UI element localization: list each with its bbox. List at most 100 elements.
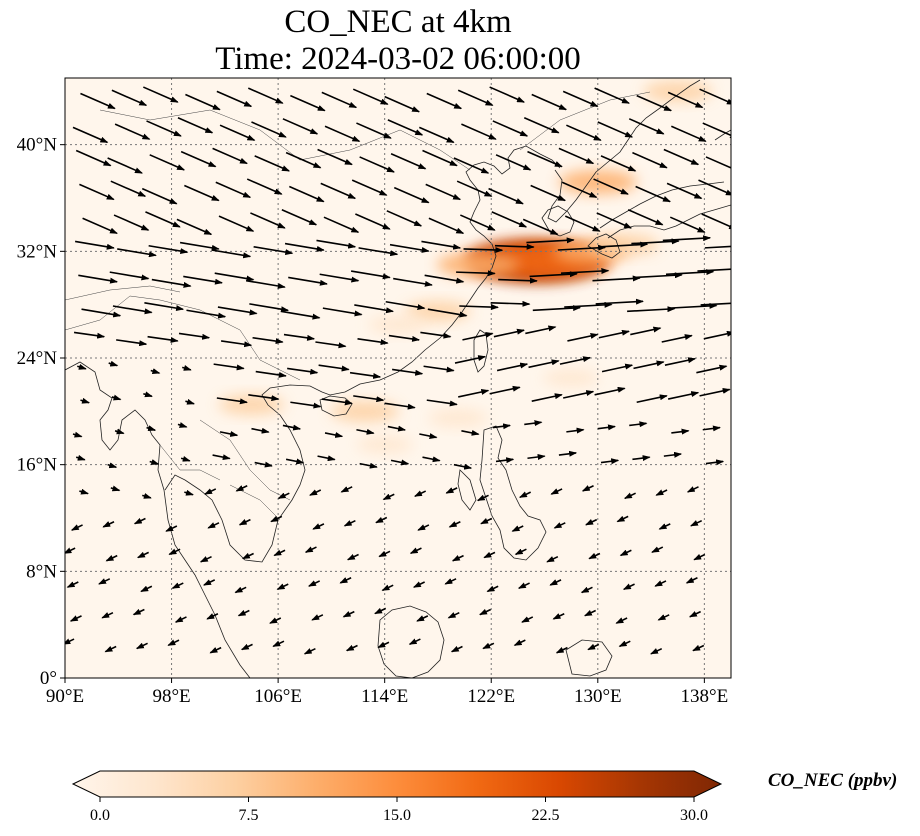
- wind-arrow: [74, 240, 115, 250]
- lat-tick-label: 0°: [40, 668, 57, 689]
- wind-arrow: [70, 524, 83, 531]
- wind-arrow: [564, 301, 613, 308]
- wind-arrow: [212, 147, 248, 165]
- wind-arrow: [73, 331, 106, 339]
- wind-arrow: [703, 330, 731, 340]
- wind-arrow: [669, 216, 706, 233]
- wind-arrow: [147, 335, 179, 343]
- wind-arrow: [276, 583, 289, 591]
- wind-arrow: [564, 215, 601, 232]
- wind-arrow: [359, 156, 395, 173]
- wind-arrow: [491, 211, 528, 228]
- wind-arrow: [663, 148, 700, 166]
- wind-arrow: [108, 360, 119, 367]
- lon-tick-label: 122°E: [467, 686, 515, 707]
- wind-arrow: [522, 218, 559, 236]
- wind-arrow: [80, 397, 91, 404]
- wind-arrow: [457, 89, 494, 107]
- wind-arrow: [135, 642, 148, 650]
- wind-arrow: [81, 308, 122, 318]
- wind-arrow: [207, 522, 220, 529]
- colorbar-tick-label: 15.0: [383, 807, 411, 824]
- wind-arrow: [113, 214, 150, 231]
- wind-arrow: [109, 271, 150, 281]
- wind-arrow: [559, 356, 592, 365]
- wind-arrow: [550, 488, 563, 495]
- wind-arrow: [339, 577, 352, 584]
- wind-arrow: [414, 490, 427, 497]
- wind-arrow: [630, 326, 662, 336]
- wind-arrow: [206, 613, 219, 620]
- wind-arrow: [220, 340, 253, 348]
- wind-arrow: [593, 178, 629, 195]
- wind-arrow: [476, 494, 489, 502]
- wind-arrow: [697, 268, 731, 272]
- wind-arrow: [214, 272, 255, 282]
- wind-arrow: [149, 459, 160, 465]
- wind-arrow: [528, 359, 560, 369]
- wind-arrow: [667, 91, 704, 109]
- wind-arrow: [704, 245, 731, 249]
- wind-arrow: [358, 247, 399, 257]
- wind-arrow: [251, 427, 270, 434]
- wind-arrow: [563, 390, 595, 399]
- wind-arrow: [168, 548, 181, 556]
- colorbar-ramp: [71, 770, 723, 798]
- wind-arrow: [447, 611, 460, 619]
- wind-arrow: [177, 422, 188, 428]
- wind-arrow: [495, 457, 515, 464]
- wind-arrow: [561, 181, 598, 199]
- wind-arrow: [531, 393, 563, 402]
- wind-arrow: [600, 155, 637, 172]
- wind-arrow: [342, 610, 355, 618]
- wind-arrow: [599, 241, 649, 248]
- wind-arrow: [282, 424, 302, 431]
- wind-arrow: [319, 273, 360, 283]
- wind-arrow: [324, 432, 344, 438]
- lon-tick-label: 98°E: [152, 686, 190, 707]
- wind-arrow: [216, 90, 253, 108]
- wind-arrow: [285, 458, 305, 465]
- wind-arrow: [461, 429, 480, 436]
- wind-arrow: [450, 645, 463, 653]
- wind-arrow: [78, 274, 119, 284]
- wind-arrow: [390, 153, 427, 170]
- wind-arrow: [75, 149, 112, 167]
- wind-arrow: [105, 554, 118, 562]
- wind-arrow: [629, 421, 648, 428]
- wind-arrow: [651, 546, 664, 553]
- wind-arrow: [581, 485, 594, 492]
- wind-arrow: [389, 243, 430, 253]
- wind-arrow: [324, 125, 361, 143]
- coastlines: [65, 79, 731, 678]
- wind-arrow: [454, 355, 487, 364]
- wind-arrow: [423, 365, 455, 373]
- wind-arrow: [519, 491, 532, 499]
- wind-arrow: [142, 493, 152, 499]
- wind-arrow: [698, 179, 731, 196]
- lat-tick-label: 16°N: [17, 455, 58, 476]
- wind-arrow: [448, 521, 461, 528]
- wind-arrow: [386, 210, 423, 227]
- wind-arrow: [321, 398, 353, 406]
- map-title-line2: Time: 2024-03-02 06:00:00: [215, 41, 581, 77]
- wind-arrow: [393, 186, 430, 204]
- wind-arrow: [146, 120, 182, 137]
- axis-ticks: 90°E 98°E 106°E 114°E 122°E 130°E 138°E 0° 8°N 16…: [17, 135, 729, 707]
- wind-arrow: [288, 185, 325, 203]
- wind-arrow: [272, 640, 285, 648]
- wind-arrow: [375, 516, 388, 524]
- wind-arrow: [237, 609, 250, 617]
- wind-arrow: [482, 642, 495, 650]
- wind-arrow: [385, 300, 426, 310]
- wind-arrow: [318, 364, 350, 372]
- wind-arrow: [352, 88, 389, 105]
- wind-arrow: [246, 178, 283, 195]
- wind-arrow: [696, 364, 728, 374]
- wind-arrow: [185, 398, 195, 405]
- wind-arrow: [584, 609, 597, 617]
- wind-arrow: [705, 156, 731, 169]
- wind-arrow: [567, 333, 599, 342]
- wind-arrow: [308, 580, 321, 587]
- wind-arrow: [655, 489, 668, 496]
